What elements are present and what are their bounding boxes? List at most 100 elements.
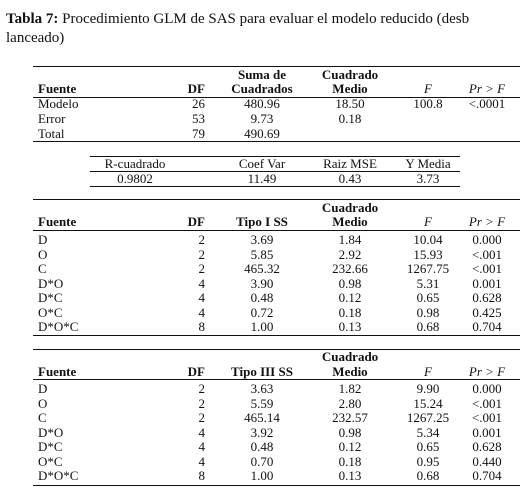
table-cell: 0.68 (416, 319, 440, 334)
table-cell: 0.628 (472, 290, 502, 305)
caption-text: Procedimiento GLM de SAS para evaluar el… (62, 11, 470, 27)
table-cell: 79 (192, 126, 205, 141)
table-cell: 2.80 (338, 395, 362, 411)
table-cell: 9.90 (416, 381, 440, 396)
table-cell: <.001 (471, 261, 503, 276)
table-cell: 0.18 (338, 304, 362, 320)
table-cell: Error (38, 111, 66, 126)
column-header: Cuadrados (231, 81, 293, 96)
table-cell: 18.50 (335, 96, 365, 111)
table-cell: 0.12 (338, 439, 362, 454)
table-cell: 9.73 (250, 111, 274, 126)
rule (90, 186, 460, 187)
column-header: DF (187, 81, 205, 96)
table-cell: 2 (198, 381, 206, 396)
caption-label: Tabla 7: (6, 11, 59, 27)
table-cell: 2 (198, 232, 206, 247)
table-cell: Total (38, 126, 65, 141)
table-cell: O*C (38, 453, 63, 469)
table-cell: 3.90 (250, 275, 274, 291)
table-cell: D (38, 381, 48, 396)
column-header: Fuente (38, 81, 77, 96)
table-cell: 0.98 (416, 304, 440, 320)
table-cell: 26 (192, 96, 205, 111)
table-cell: 15.93 (413, 246, 443, 262)
table-cell: 11.49 (247, 171, 277, 186)
table-cell: 4 (198, 290, 206, 305)
table-cell: 0.72 (250, 304, 274, 320)
table-cell: 0.000 (472, 232, 502, 247)
table-cell: D*C (38, 290, 63, 305)
column-header: Y Media (405, 156, 451, 171)
table-cell: 490.69 (244, 126, 280, 141)
table-cell: C (38, 261, 47, 276)
table-cell: D*O (38, 424, 64, 440)
table-cell: 5.59 (250, 395, 274, 411)
rule (33, 199, 520, 200)
table-cell: 0.12 (338, 290, 362, 305)
column-header: F (424, 214, 432, 229)
caption-line: Tabla 7: Procedimiento GLM de SAS para e… (6, 10, 469, 28)
table-cell: 15.24 (413, 395, 443, 411)
rule (33, 141, 520, 142)
column-header: Medio (332, 214, 368, 229)
table-cell: 465.14 (244, 410, 280, 425)
table-cell: <.001 (471, 246, 503, 262)
table-cell: 100.8 (413, 96, 443, 111)
table-cell: 0.98 (338, 275, 362, 291)
table-cell: 4 (198, 424, 206, 440)
rule (33, 379, 520, 380)
table-cell: 1.82 (338, 381, 362, 396)
column-header: Tipo III SS (231, 364, 293, 379)
column-header: DF (187, 214, 205, 229)
column-header: R-cuadrado (104, 156, 166, 171)
table-cell: 4 (198, 439, 206, 454)
table-cell: 3.73 (416, 171, 440, 186)
table-cell: 0.48 (250, 290, 274, 305)
table-cell: 2 (198, 261, 206, 276)
rule (90, 156, 460, 157)
table-cell: 0.68 (416, 468, 440, 483)
table-cell: 480.96 (244, 96, 280, 111)
column-header: Coef Var (238, 156, 286, 171)
rule (33, 230, 520, 231)
table-cell: 0.18 (338, 453, 362, 469)
table-cell: 0.704 (472, 468, 502, 483)
column-header: Cuadrado (321, 349, 379, 364)
table-cell: D (38, 232, 48, 247)
table-cell: 0.628 (472, 439, 502, 454)
table-cell: 2 (198, 395, 206, 411)
table-cell: <.001 (471, 395, 503, 411)
table-cell: 0.65 (416, 439, 440, 454)
table-cell: 3.92 (250, 424, 274, 440)
column-header: Fuente (38, 364, 77, 379)
table-cell: 232.66 (332, 261, 368, 276)
rule (33, 335, 520, 336)
table-cell: 1267.25 (406, 410, 450, 425)
table-cell: C (38, 410, 47, 425)
table-cell: 5.85 (250, 246, 274, 262)
table-cell: <.0001 (468, 96, 506, 111)
caption-line: lanceado) (6, 30, 65, 46)
table-cell: 2.92 (338, 246, 362, 262)
table-cell: 8 (198, 319, 206, 334)
table-cell: 1.84 (338, 232, 362, 247)
table-cell: 0.70 (250, 453, 274, 469)
table-cell: 0.001 (472, 424, 502, 440)
rule (33, 349, 520, 350)
table-cell: 8 (198, 468, 206, 483)
rule (33, 66, 520, 67)
table-cell: 0.95 (416, 453, 440, 469)
table-cell: 0.18 (338, 111, 362, 126)
table-cell: 3.69 (250, 232, 274, 247)
table-cell: 4 (198, 275, 206, 291)
table-cell: D*O*C (38, 319, 79, 334)
table-cell: 1.00 (250, 468, 274, 483)
column-header: Suma de (237, 67, 287, 82)
column-header: Tipo I SS (236, 214, 288, 229)
table-cell: 3.63 (250, 381, 274, 396)
rule (33, 485, 520, 486)
table-cell: 5.31 (416, 275, 440, 291)
table-cell: 0.425 (472, 304, 502, 320)
